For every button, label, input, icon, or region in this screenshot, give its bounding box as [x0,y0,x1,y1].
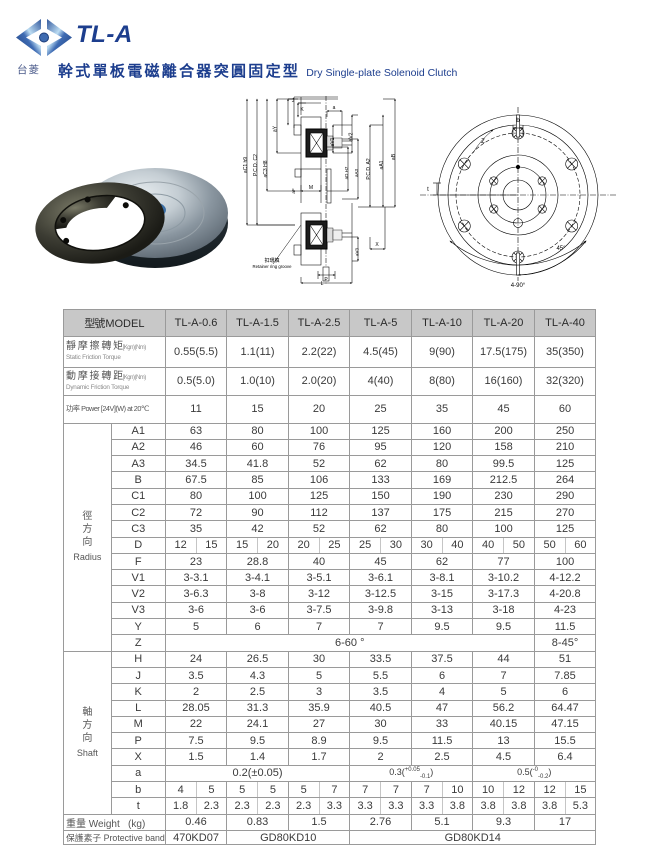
svg-text:X: X [375,242,379,248]
svg-text:aB: aB [391,153,397,160]
svg-text:aY: aY [273,125,279,132]
svg-text:K: K [300,107,304,113]
svg-text:扣環槙: 扣環槙 [264,257,279,264]
svg-text:aA3: aA3 [354,169,359,178]
svg-text:aC3 H8: aC3 H8 [263,160,269,177]
svg-text:45°: 45° [556,246,566,252]
svg-text:L: L [321,281,324,287]
svg-text:aA1: aA1 [379,160,385,169]
svg-text:aV2: aV2 [349,132,355,141]
svg-text:aV3: aV3 [355,248,360,257]
svg-text:t: t [427,187,429,193]
svg-text:aV1: aV1 [330,137,336,146]
svg-text:aC1 h9: aC1 h9 [243,157,249,173]
svg-text:aF: aF [291,188,296,194]
svg-text:Z: Z [481,139,485,145]
svg-text:a: a [333,105,336,111]
svg-text:4-90°: 4-90° [511,283,526,287]
svg-text:aD H7: aD H7 [344,166,349,179]
svg-text:P.C.D. A2: P.C.D. A2 [366,158,372,180]
svg-text:M: M [309,185,313,191]
svg-text:Retainer ring groove: Retainer ring groove [253,264,293,269]
svg-text:P.C.D. C2: P.C.D. C2 [253,154,259,176]
